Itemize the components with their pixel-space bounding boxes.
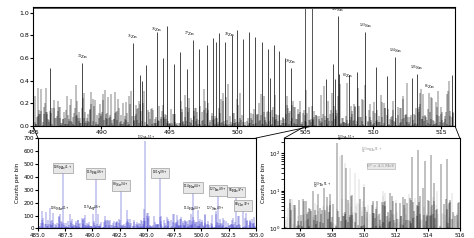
Text: $^{127}$Sn$^{49+}$: $^{127}$Sn$^{49+}$ [206, 204, 225, 214]
Text: $^{96}$Rb$^{37+}$: $^{96}$Rb$^{37+}$ [228, 187, 245, 196]
Text: $^{76}$Zn: $^{76}$Zn [151, 26, 163, 35]
Text: $^{132}$Sb$^{51+}$: $^{132}$Sb$^{51+}$ [137, 134, 155, 143]
Text: $^{81}$Zn: $^{81}$Zn [424, 83, 435, 92]
Text: $^{114}$Rh$^{44+}$: $^{114}$Rh$^{44+}$ [183, 204, 202, 214]
Text: $^{119}$Ag$^{46+}$: $^{119}$Ag$^{46+}$ [83, 203, 102, 214]
Text: $^{77}$Zn: $^{77}$Zn [184, 30, 195, 39]
Text: $^{134}$Sn: $^{134}$Sn [389, 47, 401, 56]
Text: $^{132}$Sn: $^{132}$Sn [331, 6, 345, 15]
Text: $^{119}$Pd$^{46+}$: $^{119}$Pd$^{46+}$ [86, 169, 105, 178]
Text: $^{135}$Sn: $^{135}$Sn [410, 64, 423, 73]
Text: $^{79}$Zn: $^{79}$Zn [285, 58, 296, 67]
Text: $^{133}$Sn: $^{133}$Sn [359, 22, 372, 31]
Y-axis label: Counts per bin: Counts per bin [16, 163, 20, 203]
Text: $^{78}$Zn: $^{78}$Zn [224, 31, 235, 40]
Text: $^{75}$Zn: $^{75}$Zn [127, 33, 138, 42]
Text: $^{114}$Ru$^{44+}$: $^{114}$Ru$^{44+}$ [183, 183, 202, 192]
Text: $^{80}$Zn: $^{80}$Zn [342, 71, 353, 81]
Text: $^{88}$Se$^{34+}$: $^{88}$Se$^{34+}$ [112, 181, 129, 190]
Bar [305, 8, 455, 126]
Text: $^{127}$In$^{49+}$: $^{127}$In$^{49+}$ [209, 186, 227, 195]
Text: E* = 4.5 MeV: E* = 4.5 MeV [367, 164, 394, 168]
Text: $^{133}_{52}$Te$^{51+}$: $^{133}_{52}$Te$^{51+}$ [313, 180, 331, 191]
Text: $^{133m}_{51}$Sb$^{51+}$: $^{133m}_{51}$Sb$^{51+}$ [361, 145, 382, 156]
Text: $^{106}$Nb$^{41+}$: $^{106}$Nb$^{41+}$ [54, 163, 73, 173]
Text: $^{133}_{51}$Sb$^{51+}$: $^{133}_{51}$Sb$^{51+}$ [337, 134, 356, 144]
Text: $^{83}$Ge$^{32+}$: $^{83}$Ge$^{32+}$ [234, 201, 251, 210]
Text: $^{106}$Mo$^{41+}$: $^{106}$Mo$^{41+}$ [50, 204, 70, 214]
Bar [33, 8, 312, 126]
Text: $^{74}$Zn: $^{74}$Zn [76, 52, 88, 62]
Text: $^{101}$Y$^{39+}$: $^{101}$Y$^{39+}$ [152, 169, 168, 178]
Y-axis label: Counts per bin: Counts per bin [261, 163, 266, 203]
